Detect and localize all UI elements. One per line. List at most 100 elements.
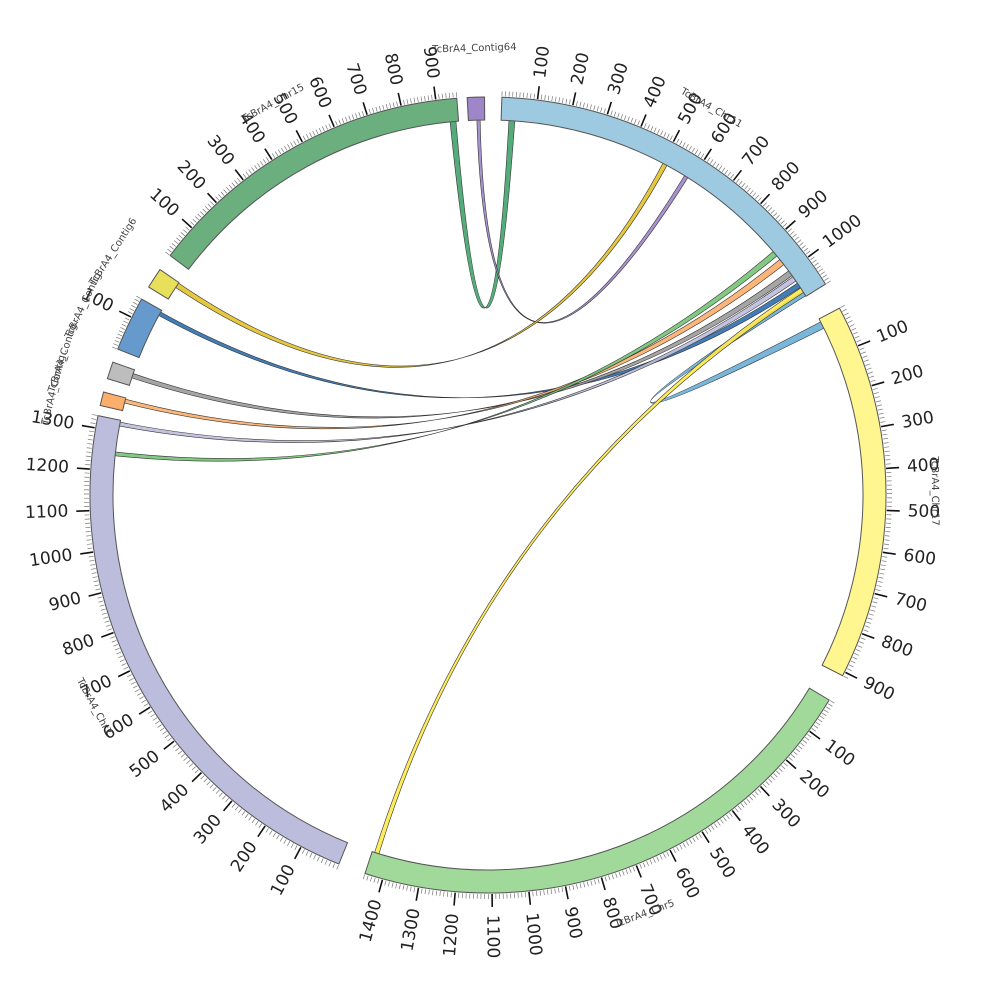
segment-ctgB [106, 361, 136, 386]
minor-tick [427, 95, 430, 101]
minor-tick [776, 770, 781, 775]
minor-tick [105, 624, 111, 627]
major-tick [536, 86, 540, 100]
minor-tick [883, 547, 889, 550]
minor-tick [689, 839, 693, 844]
minor-tick [293, 140, 297, 146]
minor-tick [157, 724, 162, 728]
minor-tick [755, 194, 759, 200]
minor-tick [816, 265, 821, 269]
tick-label: 200 [568, 51, 594, 87]
major-tick [118, 310, 132, 318]
minor-tick [413, 887, 416, 893]
major-tick [362, 102, 368, 115]
minor-tick [844, 312, 849, 316]
minor-tick [810, 256, 815, 261]
minor-tick [852, 656, 858, 660]
minor-tick [242, 173, 247, 178]
minor-tick [878, 576, 884, 579]
minor-tick [747, 187, 751, 192]
minor-tick [604, 876, 607, 882]
minor-tick [420, 96, 423, 102]
minor-tick [618, 871, 622, 877]
minor-tick [237, 177, 241, 183]
minor-tick [613, 111, 617, 117]
minor-tick [851, 327, 857, 331]
minor-tick [805, 250, 811, 255]
tick-label: 400 [737, 821, 773, 859]
minor-tick [223, 189, 228, 194]
minor-tick [718, 165, 723, 170]
minor-tick [762, 202, 767, 207]
minor-tick [190, 221, 195, 226]
minor-tick [86, 447, 92, 449]
major-tick [886, 466, 900, 470]
minor-tick [104, 620, 110, 623]
minor-tick [113, 643, 119, 647]
minor-tick [874, 396, 880, 399]
minor-tick [825, 706, 831, 710]
minor-tick [676, 138, 680, 144]
tick-label: 300 [190, 811, 226, 849]
major-tick [640, 114, 647, 127]
minor-tick [741, 183, 746, 188]
minor-tick [676, 846, 680, 852]
tick-label: 300 [900, 408, 935, 433]
minor-tick [572, 884, 575, 890]
minor-tick [634, 119, 637, 124]
major-tick [76, 467, 90, 470]
minor-tick [859, 347, 865, 351]
minor-tick [341, 118, 345, 124]
minor-tick [207, 203, 212, 208]
minor-tick [139, 696, 144, 700]
minor-tick [94, 584, 100, 587]
tick-label: 100 [267, 861, 300, 899]
major-tick [294, 846, 302, 860]
minor-tick [136, 295, 141, 299]
minor-tick [669, 135, 673, 141]
minor-tick [178, 234, 183, 239]
minor-tick [180, 232, 185, 236]
tick-label: 1300 [397, 907, 424, 953]
minor-tick [788, 756, 793, 761]
minor-tick [406, 885, 408, 891]
tick-label: 400 [156, 780, 193, 817]
minor-tick [402, 884, 405, 891]
tick-label: 900 [860, 673, 898, 705]
minor-tick [773, 773, 778, 778]
minor-tick [121, 323, 127, 327]
major-tick [257, 825, 266, 838]
major-tick [88, 592, 102, 597]
minor-tick [554, 888, 556, 894]
major-tick [886, 509, 900, 512]
minor-tick [593, 879, 596, 885]
minor-tick [165, 251, 170, 256]
minor-tick [274, 151, 279, 157]
minor-tick [757, 788, 762, 793]
minor-tick [186, 760, 191, 765]
major-tick [703, 148, 713, 161]
tick-label: 1200 [440, 913, 463, 958]
minor-tick [723, 816, 727, 822]
minor-tick [103, 616, 109, 619]
minor-tick [757, 197, 762, 202]
minor-tick [121, 663, 127, 666]
minor-tick [821, 712, 827, 717]
minor-tick [795, 748, 800, 753]
minor-tick [848, 664, 854, 668]
minor-tick [586, 881, 589, 887]
minor-tick [735, 178, 740, 183]
minor-tick [847, 668, 852, 672]
minor-tick [765, 781, 770, 786]
minor-tick [712, 161, 717, 166]
minor-tick [290, 843, 294, 848]
tick-label: 600 [902, 545, 937, 569]
minor-tick [879, 417, 885, 419]
minor-tick [283, 839, 287, 844]
minor-tick [123, 666, 129, 670]
minor-tick [855, 649, 861, 652]
minor-tick [726, 814, 730, 820]
minor-tick [565, 98, 568, 104]
segment-ctgC [117, 298, 163, 359]
minor-tick [185, 226, 190, 231]
